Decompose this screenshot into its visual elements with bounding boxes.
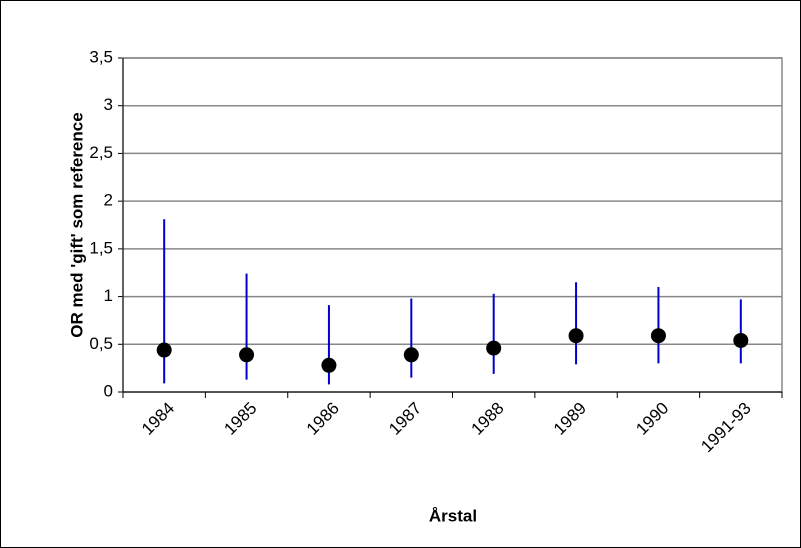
y-axis-label: OR med 'gift' som reference (67, 112, 86, 337)
y-tick-label: 3,5 (89, 47, 113, 66)
y-tick-label: 1 (104, 286, 113, 305)
point (568, 328, 584, 344)
point (156, 342, 172, 358)
point (321, 357, 337, 373)
point (650, 328, 666, 344)
x-axis-label: Årstal (429, 506, 477, 525)
y-tick-label: 1,5 (89, 238, 113, 257)
y-tick-label: 3 (104, 95, 113, 114)
y-tick-label: 2 (104, 191, 113, 210)
y-tick-label: 0,5 (89, 334, 113, 353)
y-tick-label: 2,5 (89, 143, 113, 162)
y-tick-label: 0 (104, 381, 113, 400)
point (403, 347, 419, 363)
point (486, 340, 502, 356)
point (733, 332, 749, 348)
point (239, 347, 255, 363)
